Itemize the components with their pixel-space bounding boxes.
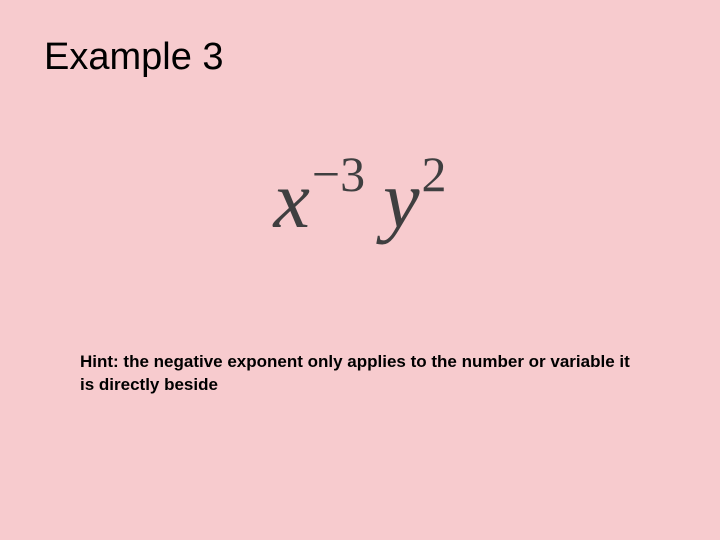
math-exponent-2: 2 [422, 146, 447, 202]
math-base-x: x [273, 159, 309, 241]
hint-text: Hint: the negative exponent only applies… [80, 351, 640, 397]
math-exponent-1: −3 [312, 146, 365, 202]
slide-title: Example 3 [44, 36, 676, 79]
slide: Example 3 x−3y2 Hint: the negative expon… [0, 0, 720, 540]
math-expression: x−3y2 [273, 159, 446, 241]
math-expression-container: x−3y2 [44, 159, 676, 241]
math-base-y: y [383, 159, 419, 241]
